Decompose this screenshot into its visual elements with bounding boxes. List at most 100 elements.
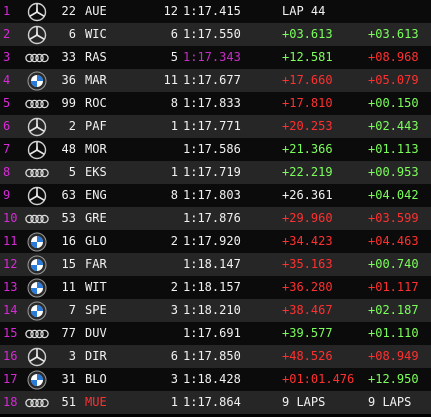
- position-number: 18: [3, 395, 18, 409]
- car-number: 2: [68, 119, 76, 133]
- audi-icon: [25, 48, 49, 68]
- driver-code: FAR: [85, 257, 107, 271]
- bmw-icon: [27, 71, 47, 91]
- gap-to-leader: +21.366: [282, 142, 333, 156]
- audi-icon: [25, 324, 49, 344]
- car-number: 7: [68, 303, 76, 317]
- car-number: 6: [68, 27, 76, 41]
- bmw-icon: [27, 301, 47, 321]
- car-number: 51: [61, 395, 76, 409]
- interval: +02.187: [368, 303, 419, 317]
- laps-in-pit: 1: [170, 119, 178, 133]
- interval: +08.949: [368, 349, 419, 363]
- driver-row: 6 2 PAF 1 1:17.771 +20.253 +02.443: [0, 115, 431, 138]
- lap-time: 1:18.157: [183, 280, 241, 294]
- gap-to-leader: +12.581: [282, 50, 333, 64]
- interval: +04.042: [368, 188, 419, 202]
- car-number: 33: [61, 50, 76, 64]
- lap-time: 1:17.343: [183, 50, 241, 64]
- position-number: 7: [3, 142, 11, 156]
- lap-time: 1:17.415: [183, 4, 241, 18]
- driver-row: 1 22 AUE 12 1:17.415 LAP 44: [0, 0, 431, 23]
- gap-to-leader: +20.253: [282, 119, 333, 133]
- position-number: 6: [3, 119, 11, 133]
- driver-code: PAF: [85, 119, 107, 133]
- position-number: 4: [3, 73, 11, 87]
- driver-row: 12 15 FAR 1:18.147 +35.163 +00.740: [0, 253, 431, 276]
- lap-time: 1:17.677: [183, 73, 241, 87]
- driver-code: MAR: [85, 73, 107, 87]
- driver-row: 15 77 DUV 1:17.691 +39.577 +01.110: [0, 322, 431, 345]
- interval: +00.150: [368, 96, 419, 110]
- mercedes-icon: [27, 186, 47, 206]
- gap-to-leader: +36.280: [282, 280, 333, 294]
- gap-to-leader: +03.613: [282, 27, 333, 41]
- gap-to-leader: +22.219: [282, 165, 333, 179]
- position-number: 16: [3, 349, 18, 363]
- interval: +03.599: [368, 211, 419, 225]
- position-number: 13: [3, 280, 18, 294]
- car-number: 63: [61, 188, 76, 202]
- driver-row: 4 36 MAR 11 1:17.677 +17.660 +05.079: [0, 69, 431, 92]
- driver-code: MUE: [85, 395, 107, 409]
- gap-to-leader: +26.361: [282, 188, 333, 202]
- driver-row: 3 33 RAS 5 1:17.343 +12.581 +08.968: [0, 46, 431, 69]
- driver-row: 9 63 ENG 8 1:17.803 +26.361 +04.042: [0, 184, 431, 207]
- lap-time: 1:18.428: [183, 372, 241, 386]
- gap-to-leader: 9 LAPS: [282, 395, 326, 409]
- driver-row: 11 16 GLO 2 1:17.920 +34.423 +04.463: [0, 230, 431, 253]
- driver-row: 7 48 MOR 1:17.586 +21.366 +01.113: [0, 138, 431, 161]
- car-number: 48: [61, 142, 76, 156]
- bmw-icon: [27, 232, 47, 252]
- laps-in-pit: 5: [170, 50, 178, 64]
- mercedes-icon: [27, 347, 47, 367]
- mercedes-icon: [27, 140, 47, 160]
- laps-in-pit: 2: [170, 234, 178, 248]
- driver-row: 5 99 ROC 8 1:17.833 +17.810 +00.150: [0, 92, 431, 115]
- laps-in-pit: 1: [170, 165, 178, 179]
- laps-in-pit: 8: [170, 188, 178, 202]
- lap-time: 1:17.864: [183, 395, 241, 409]
- car-number: 15: [61, 257, 76, 271]
- driver-code: DIR: [85, 349, 107, 363]
- car-number: 31: [61, 372, 76, 386]
- position-number: 3: [3, 50, 11, 64]
- driver-row: 18 51 MUE 1 1:17.864 9 LAPS 9 LAPS: [0, 391, 431, 414]
- position-number: 14: [3, 303, 18, 317]
- mercedes-icon: [27, 117, 47, 137]
- lap-time: 1:18.210: [183, 303, 241, 317]
- gap-to-leader: +34.423: [282, 234, 333, 248]
- lap-time: 1:17.586: [183, 142, 241, 156]
- bmw-icon: [27, 255, 47, 275]
- gap-to-leader: +35.163: [282, 257, 333, 271]
- car-number: 99: [61, 96, 76, 110]
- interval: 9 LAPS: [368, 395, 412, 409]
- driver-row: 8 5 EKS 1 1:17.719 +22.219 +00.953: [0, 161, 431, 184]
- driver-code: ENG: [85, 188, 107, 202]
- position-number: 5: [3, 96, 11, 110]
- driver-code: GLO: [85, 234, 107, 248]
- laps-in-pit: 2: [170, 280, 178, 294]
- interval: +00.953: [368, 165, 419, 179]
- driver-row: 13 11 WIT 2 1:18.157 +36.280 +01.117: [0, 276, 431, 299]
- laps-in-pit: 12: [163, 4, 178, 18]
- interval: +08.968: [368, 50, 419, 64]
- position-number: 1: [3, 4, 11, 18]
- driver-row: 10 53 GRE 1:17.876 +29.960 +03.599: [0, 207, 431, 230]
- laps-in-pit: 6: [170, 349, 178, 363]
- lap-time: 1:17.691: [183, 326, 241, 340]
- lap-time: 1:17.719: [183, 165, 241, 179]
- gap-to-leader: +29.960: [282, 211, 333, 225]
- car-number: 53: [61, 211, 76, 225]
- driver-code: RAS: [85, 50, 107, 64]
- car-number: 5: [68, 165, 76, 179]
- audi-icon: [25, 393, 49, 413]
- car-number: 16: [61, 234, 76, 248]
- driver-code: WIC: [85, 27, 107, 41]
- driver-row: 17 31 BLO 3 1:18.428 +01:01.476 +12.950: [0, 368, 431, 391]
- driver-row: 14 7 SPE 3 1:18.210 +38.467 +02.187: [0, 299, 431, 322]
- mercedes-icon: [27, 2, 47, 22]
- laps-in-pit: 11: [163, 73, 178, 87]
- position-number: 15: [3, 326, 18, 340]
